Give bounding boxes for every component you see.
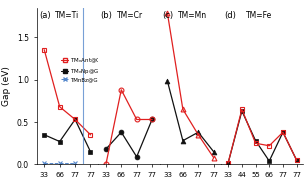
Legend: TM$_n$Ant@G, TM$_n$Np@G, TMnBz@G: TM$_n$Ant@G, TM$_n$Np@G, TMnBz@G (59, 54, 103, 84)
Text: TM=Ti: TM=Ti (55, 11, 79, 20)
Text: (c): (c) (162, 11, 173, 20)
Y-axis label: Gap (eV): Gap (eV) (2, 66, 11, 106)
Text: (a): (a) (39, 11, 51, 20)
Text: (b): (b) (101, 11, 113, 20)
Text: (d): (d) (225, 11, 236, 20)
Text: TM=Mn: TM=Mn (178, 11, 207, 20)
Text: TM=Cr: TM=Cr (117, 11, 143, 20)
Text: TM=Fe: TM=Fe (246, 11, 272, 20)
